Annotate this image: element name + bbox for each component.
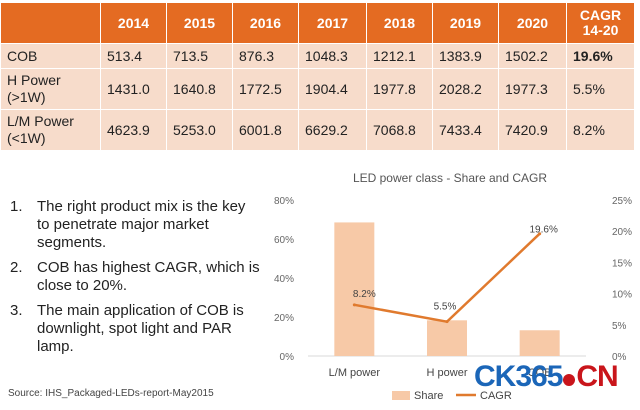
- left-axis-tick: 80%: [274, 196, 294, 207]
- right-axis-tick: 15%: [612, 258, 632, 269]
- table-cell: 713.5: [166, 43, 233, 69]
- header-cell: 2018: [366, 2, 433, 44]
- table-cell: 6001.8: [232, 109, 299, 151]
- list-text: COB has highest CAGR, which is close to …: [37, 259, 260, 294]
- table-row: L/M Power (<1W) 4623.9 5253.0 6001.8 6629.2 70…: [0, 109, 635, 151]
- right-axis-tick: 0%: [612, 352, 627, 363]
- source-note: Source: IHS_Packaged-LEDs-report-May2015: [8, 388, 214, 399]
- table-cell: 6629.2: [298, 109, 367, 151]
- watermark-text: CK365: [474, 360, 563, 393]
- header-cell: [0, 2, 101, 44]
- cagr-point: [538, 232, 542, 236]
- table-cell: 2028.2: [432, 68, 499, 110]
- list-item: 2. COB has highest CAGR, which is close t…: [10, 259, 260, 295]
- cagr-header-line: CAGR: [579, 7, 622, 23]
- row-label: H Power (>1W): [0, 68, 101, 110]
- chart-title: LED power class - Share and CAGR: [353, 171, 547, 185]
- list-item: 3. The main application of COB is downlig…: [10, 302, 260, 356]
- cagr-data-label: 5.5%: [434, 302, 457, 313]
- table-cell: 7420.9: [498, 109, 567, 151]
- row-label-line: (<1W): [7, 130, 46, 146]
- table-row: COB 513.4 713.5 876.3 1048.3 1212.1 1383.9 1502…: [0, 43, 635, 69]
- table-cell: 7433.4: [432, 109, 499, 151]
- share-bar: [427, 320, 467, 356]
- left-axis-tick: 60%: [274, 235, 294, 246]
- row-label-line: (>1W): [7, 89, 46, 105]
- legend-cagr-label: CAGR: [480, 390, 512, 402]
- header-cell: 2014: [100, 2, 167, 44]
- header-cell: 2015: [166, 2, 233, 44]
- left-axis-tick: 40%: [274, 274, 294, 285]
- cagr-cell: 5.5%: [566, 68, 635, 110]
- data-table: 2014 2015 2016 2017 2018 2019 2020 CAGR …: [0, 2, 635, 151]
- category-label: L/M power: [329, 367, 381, 379]
- header-cell: 2016: [232, 2, 299, 44]
- table-cell: 7068.8: [366, 109, 433, 151]
- cagr-data-label: 19.6%: [529, 225, 557, 236]
- row-label-line: L/M Power: [7, 113, 74, 129]
- category-label: H power: [427, 367, 468, 379]
- table-cell: 1977.8: [366, 68, 433, 110]
- cagr-point: [445, 320, 449, 324]
- header-cell: 2019: [432, 2, 499, 44]
- share-bar: [334, 222, 375, 356]
- table-cell: 1431.0: [100, 68, 167, 110]
- row-label: COB: [0, 43, 101, 69]
- watermark-logo: CK365 CN: [474, 360, 634, 400]
- header-cell-cagr: CAGR 14-20: [566, 2, 635, 44]
- row-label: L/M Power (<1W): [0, 109, 101, 151]
- table-cell: 513.4: [100, 43, 167, 69]
- table-cell: 1048.3: [298, 43, 367, 69]
- header-cell: 2017: [298, 2, 367, 44]
- right-axis-tick: 25%: [612, 196, 632, 207]
- table-cell: 1502.2: [498, 43, 567, 69]
- table-cell: 1212.1: [366, 43, 433, 69]
- cagr-cell: 8.2%: [566, 109, 635, 151]
- table-cell: 5253.0: [166, 109, 233, 151]
- cagr-data-label: 8.2%: [353, 289, 376, 300]
- table-cell: 1772.5: [232, 68, 299, 110]
- key-points-list: 1. The right product mix is the key to pe…: [10, 198, 260, 363]
- table-cell: 4623.9: [100, 109, 167, 151]
- table-cell: 876.3: [232, 43, 299, 69]
- share-cagr-chart: LED power class - Share and CAGR 0% 20% 40%…: [274, 171, 632, 402]
- left-axis-tick: 20%: [274, 313, 294, 324]
- share-bar: [519, 330, 560, 356]
- legend-share-swatch: [392, 391, 410, 400]
- table-cell: 1383.9: [432, 43, 499, 69]
- list-number: 1.: [10, 198, 23, 215]
- row-label-line: COB: [7, 47, 38, 64]
- right-axis-tick: 5%: [612, 321, 627, 332]
- left-axis-tick: 0%: [280, 352, 295, 363]
- watermark-suffix: CN: [576, 360, 618, 393]
- list-number: 2.: [10, 259, 23, 276]
- legend-share-label: Share: [414, 390, 443, 402]
- list-text: The right product mix is the key to pene…: [37, 198, 246, 251]
- list-text: The main application of COB is downlight…: [37, 302, 244, 355]
- cagr-cell: 19.6%: [566, 43, 635, 69]
- table-header-row: 2014 2015 2016 2017 2018 2019 2020 CAGR …: [0, 2, 635, 44]
- table-row: H Power (>1W) 1431.0 1640.8 1772.5 1904.4 1977…: [0, 68, 635, 110]
- header-cell: 2020: [498, 2, 567, 44]
- table-cell: 1640.8: [166, 68, 233, 110]
- watermark-dot-icon: [563, 374, 576, 386]
- list-number: 3.: [10, 302, 23, 319]
- cagr-point: [352, 303, 356, 307]
- right-axis-tick: 20%: [612, 227, 632, 238]
- table-cell: 1904.4: [298, 68, 367, 110]
- right-axis-tick: 10%: [612, 290, 632, 301]
- list-item: 1. The right product mix is the key to pe…: [10, 198, 260, 252]
- cagr-header-line: 14-20: [582, 22, 619, 38]
- row-label-line: H Power: [7, 72, 61, 88]
- table-cell: 1977.3: [498, 68, 567, 110]
- category-label: COB: [528, 367, 552, 379]
